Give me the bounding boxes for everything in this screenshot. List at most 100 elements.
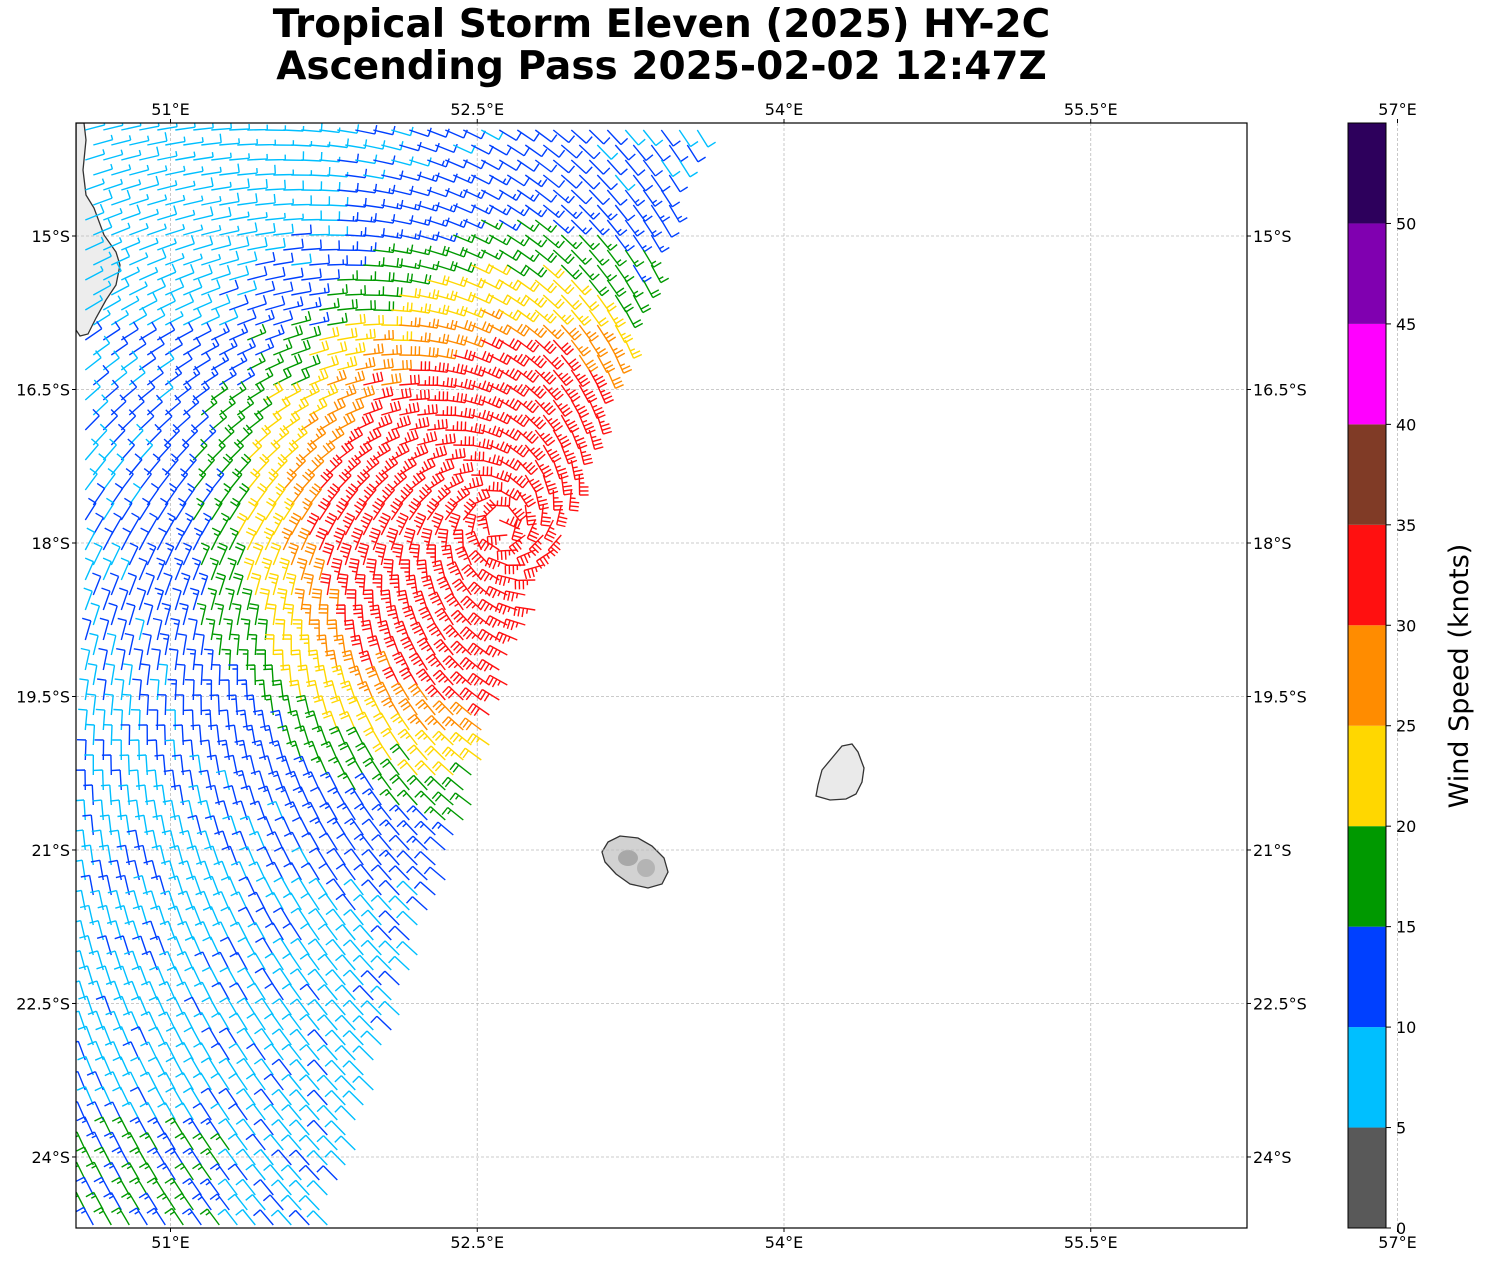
wind-barb	[480, 129, 504, 141]
wind-barb	[316, 1135, 338, 1151]
wind-barb	[488, 204, 512, 216]
wind-barb	[442, 655, 464, 671]
wind-barb	[274, 816, 292, 836]
wind-barb	[342, 1090, 364, 1106]
wind-barb	[118, 784, 130, 806]
lon-tick-label-bottom: 55.5°E	[1064, 1233, 1118, 1252]
wind-barb	[345, 197, 367, 208]
wind-barb	[92, 280, 112, 296]
wind-barb	[528, 534, 544, 557]
wind-barb	[309, 816, 328, 836]
wind-barb	[391, 387, 412, 401]
wind-barb	[175, 234, 195, 251]
wind-barb	[347, 695, 364, 716]
wind-barb	[84, 438, 99, 461]
wind-barb	[138, 1192, 158, 1211]
wind-barb	[353, 803, 374, 821]
wind-barb	[283, 861, 302, 881]
wind-barb	[129, 252, 149, 266]
wind-barb	[678, 159, 698, 178]
wind-barb	[588, 129, 611, 145]
wind-barb	[516, 339, 540, 353]
wind-barb	[120, 350, 139, 371]
wind-barb	[543, 519, 557, 543]
wind-barb	[139, 175, 160, 191]
wind-barb	[361, 848, 382, 866]
wind-barb	[218, 1087, 238, 1106]
wind-barb	[182, 512, 194, 536]
wind-barb	[339, 542, 352, 566]
wind-barb	[245, 1073, 266, 1091]
wind-barb	[373, 358, 394, 371]
wind-barb	[453, 144, 476, 154]
wind-barb	[453, 378, 476, 391]
wind-barb	[488, 382, 512, 395]
wind-barb	[201, 996, 220, 1016]
wind-barb	[165, 165, 186, 176]
wind-barb	[327, 756, 346, 776]
colorbar-tick-label: 25	[1396, 717, 1416, 736]
wind-barb	[168, 875, 184, 896]
wind-barb	[301, 123, 323, 133]
wind-barb	[399, 346, 421, 356]
wind-barb	[350, 634, 364, 656]
wind-barb	[362, 427, 382, 446]
wind-barb	[169, 845, 184, 866]
wind-barb	[148, 709, 159, 731]
wind-barb	[372, 574, 383, 596]
wind-barb	[316, 1044, 338, 1061]
wind-barb	[343, 848, 364, 866]
wind-barb	[306, 1180, 328, 1196]
wind-barb	[282, 497, 295, 521]
wind-barb	[427, 418, 448, 431]
wind-barb	[413, 850, 436, 866]
wind-barb	[92, 542, 103, 566]
wind-barb	[297, 527, 311, 551]
wind-barb	[307, 968, 328, 986]
wind-barb	[192, 527, 204, 551]
wind-barb	[82, 814, 94, 836]
wind-barb	[513, 606, 536, 618]
wind-barb	[444, 593, 464, 611]
wind-barb	[378, 1000, 400, 1016]
wind-barb	[435, 143, 458, 154]
wind-barb	[506, 504, 528, 522]
wind-barb	[247, 633, 258, 656]
wind-barb	[435, 406, 457, 417]
wind-barb	[157, 238, 177, 251]
wind-barb	[345, 139, 368, 149]
wind-barb	[170, 617, 181, 641]
wind-barb	[270, 542, 282, 566]
wind-barb	[146, 512, 158, 536]
axis-ticks: 51°E51°E52.5°E52.5°E54°E54°E55.5°E55.5°E…	[16, 100, 1417, 1252]
wind-barb	[327, 138, 349, 149]
wind-barb	[434, 607, 454, 626]
wind-barb	[93, 218, 113, 236]
wind-barb	[426, 471, 445, 491]
wind-barb	[174, 1132, 194, 1151]
wind-barb	[129, 223, 149, 236]
wind-barb	[534, 279, 558, 294]
wind-barb	[399, 429, 419, 446]
wind-barb	[334, 1044, 356, 1061]
wind-barb	[184, 966, 202, 986]
wind-barb	[299, 953, 320, 971]
wind-barb	[358, 650, 374, 671]
wind-barb	[193, 1042, 212, 1061]
wind-barb	[336, 412, 356, 431]
wind-barb	[498, 279, 522, 291]
wind-barb	[352, 1075, 374, 1091]
wind-barb	[76, 1191, 86, 1211]
wind-barb	[283, 125, 305, 132]
wind-barb	[570, 219, 593, 235]
wind-barb	[210, 322, 230, 341]
wind-barb	[209, 1193, 230, 1211]
wind-barb	[343, 909, 364, 926]
wind-barb	[414, 729, 436, 746]
wind-barb	[560, 174, 583, 189]
wind-barb	[480, 308, 504, 320]
wind-barb	[172, 587, 182, 611]
wind-barb	[246, 1043, 266, 1061]
wind-barb	[92, 251, 112, 266]
